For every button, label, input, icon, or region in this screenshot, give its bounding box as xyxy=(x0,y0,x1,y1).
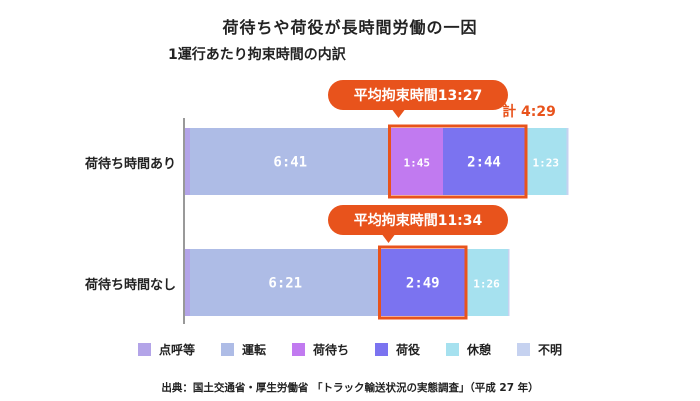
bar-segment xyxy=(525,128,567,195)
bar-segment xyxy=(190,128,391,195)
source-note: 出典：国土交通省・厚生労働省 「トラック輸送状況の実態調査」（平成 27 年） xyxy=(161,382,539,394)
chart-legend: 点呼等 運転 荷待ち 荷役 休憩 不明 xyxy=(0,341,700,358)
bar-segment xyxy=(380,249,465,316)
total-label: 計 4:29 xyxy=(502,103,556,120)
legend-swatch xyxy=(446,343,460,356)
callout-pointer xyxy=(382,235,395,243)
bar-segment xyxy=(465,249,508,316)
bar-segment xyxy=(508,249,510,316)
legend-label: 不明 xyxy=(538,343,563,357)
legend-label: 運転 xyxy=(241,343,266,357)
legend-item: 不明 xyxy=(517,341,562,358)
highlight-box xyxy=(388,124,528,199)
callout-pointer xyxy=(392,110,405,118)
legend-item: 運転 xyxy=(220,341,266,358)
chart-title: 荷待ちや荷役が長時間労働の一因 xyxy=(222,18,478,37)
callout-label: 平均拘束時間13:27 xyxy=(354,87,483,104)
legend-swatch xyxy=(220,343,234,356)
legend-item: 休憩 xyxy=(446,341,491,358)
legend-item: 荷待ち xyxy=(291,341,349,358)
data-label: 6:41 xyxy=(273,155,307,171)
data-label: 1:26 xyxy=(473,278,500,291)
legend-label: 荷待ち xyxy=(312,343,349,357)
legend-item: 荷役 xyxy=(375,341,420,358)
data-label: 2:44 xyxy=(467,155,501,171)
legend-swatch xyxy=(375,343,388,356)
legend-label: 荷役 xyxy=(396,343,421,357)
legend-swatch xyxy=(517,343,531,356)
data-label: 6:21 xyxy=(268,276,302,292)
legend-label: 点呼等 xyxy=(158,343,195,357)
data-label: 2:49 xyxy=(406,276,440,292)
highlight-box xyxy=(378,245,468,320)
legend-swatch xyxy=(137,343,151,356)
data-label: 1:23 xyxy=(533,157,560,170)
bar-segment xyxy=(566,128,569,195)
callout-label: 平均拘束時間11:34 xyxy=(354,212,483,229)
legend-swatch xyxy=(291,343,305,356)
legend-label: 休憩 xyxy=(467,343,492,357)
category-label: 荷待ち時間なし xyxy=(84,277,176,293)
data-label: 1:45 xyxy=(404,157,431,170)
bar-segment xyxy=(185,128,190,195)
bar-segment xyxy=(185,249,190,316)
bar-segment xyxy=(443,128,525,195)
category-label: 荷待ち時間あり xyxy=(84,156,176,172)
callout-badge xyxy=(328,205,508,235)
legend-item: 点呼等 xyxy=(137,341,195,358)
bar-segment xyxy=(190,249,381,316)
bar-segment xyxy=(390,128,443,195)
chart-subtitle: 1運行あたり拘束時間の内訳 xyxy=(168,47,346,63)
callout-badge xyxy=(328,80,508,110)
